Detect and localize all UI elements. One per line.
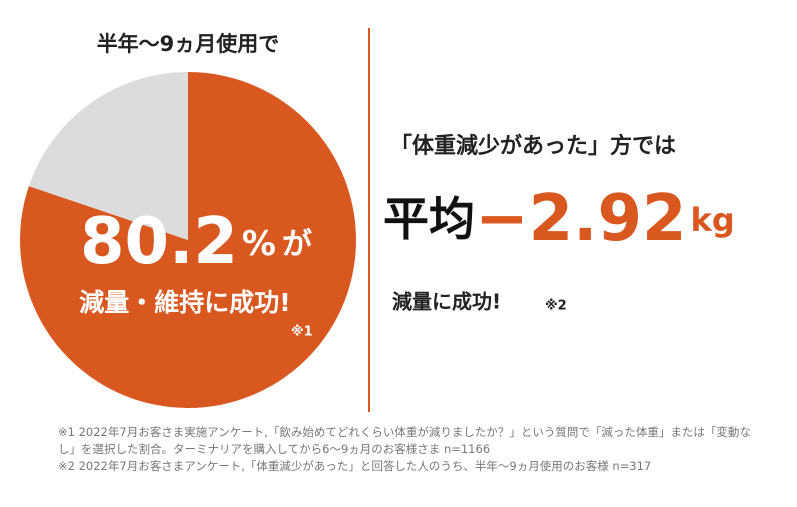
pie-slice	[19, 72, 357, 409]
value-label: 80.2% が	[80, 205, 312, 279]
highlight-unit: kg	[691, 201, 735, 239]
pie	[19, 72, 357, 409]
highlight-caption: 減量に成功!	[392, 290, 501, 314]
highlight-value: −2.92	[475, 182, 687, 256]
pie-slice	[28, 72, 189, 240]
note-mark: ※1	[291, 325, 313, 340]
highlight-line: 平均−2.92 kg	[383, 182, 735, 256]
slice-label: 減量・維持に成功!	[79, 288, 290, 317]
chart-title: 半年〜9ヵ月使用で	[97, 32, 280, 56]
unit: %	[242, 224, 276, 264]
footnotes: ※1 2022年7月お客さま実施アンケート,「飲み始めてどれくらい体重が減りまし…	[58, 424, 758, 475]
prefix: 平均	[383, 192, 475, 246]
footnote: ※2 2022年7月お客さまアンケート,「体重減少があった」と回答した人のうち、…	[58, 459, 652, 473]
note-mark: ※2	[545, 299, 567, 314]
suffix: が	[282, 227, 312, 262]
footnote: ※1 2022年7月お客さま実施アンケート,「飲み始めてどれくらい体重が減りまし…	[58, 425, 751, 456]
value: 80.2	[80, 205, 238, 279]
highlight-heading: 「体重減少があった」方では	[390, 133, 676, 159]
